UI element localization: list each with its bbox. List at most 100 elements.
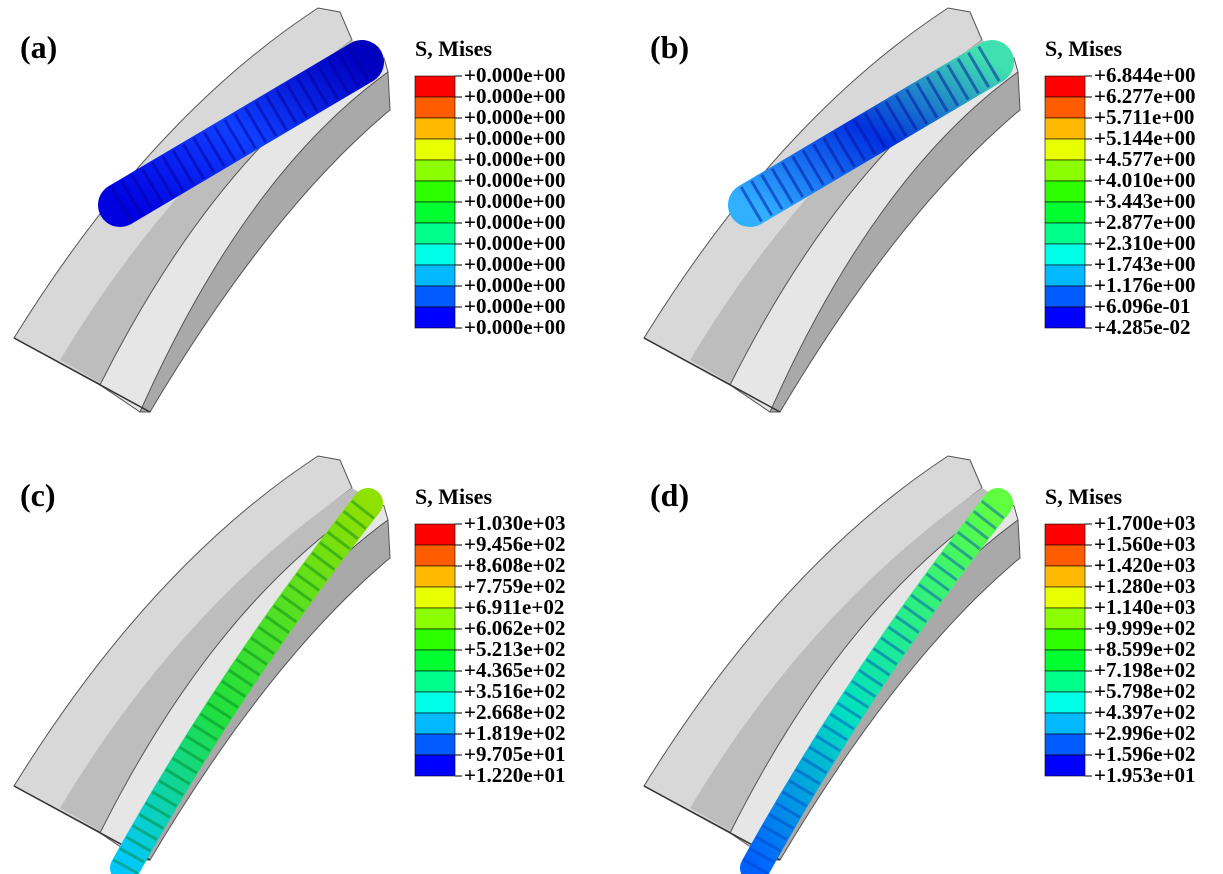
legend-title: S, Mises <box>1045 36 1122 61</box>
legend-swatch <box>1044 628 1086 651</box>
legend-value: +1.176e+00 <box>1094 273 1196 297</box>
legend-swatch <box>1044 222 1086 245</box>
legend-value: +0.000e+00 <box>464 105 566 129</box>
legend-value: +4.285e-02 <box>1094 315 1191 339</box>
rope <box>110 488 383 874</box>
legend-swatch <box>414 201 456 224</box>
legend-value: +5.144e+00 <box>1094 126 1196 150</box>
legend-value: +6.844e+00 <box>1094 63 1196 87</box>
legend-swatch <box>414 138 456 161</box>
legend-value: +7.198e+02 <box>1094 658 1196 682</box>
legend-swatch <box>1044 306 1086 329</box>
legend-swatch <box>1044 201 1086 224</box>
legend-value: +8.599e+02 <box>1094 637 1196 661</box>
legend-swatch <box>1044 754 1086 777</box>
panel: (c) S, Mises+1.030e+03+9.456e+02+8.608e+0… <box>13 455 566 874</box>
legend-swatch <box>1044 607 1086 630</box>
rope <box>98 40 384 227</box>
legend-value: +5.798e+02 <box>1094 679 1196 703</box>
legend-value: +1.560e+03 <box>1094 532 1196 556</box>
legend-swatch <box>1044 565 1086 588</box>
legend-value: +4.397e+02 <box>1094 700 1196 724</box>
panel: (b) S, Mises+6.844e+00+6.277e+00+5.711e+0… <box>643 7 1196 413</box>
legend-value: +2.668e+02 <box>464 700 566 724</box>
legend-swatch <box>1044 159 1086 182</box>
legend-value: +6.277e+00 <box>1094 84 1196 108</box>
legend-swatch <box>414 733 456 756</box>
legend-swatch <box>1044 180 1086 203</box>
legend-value: +1.953e+01 <box>1094 763 1196 787</box>
legend-title: S, Mises <box>415 484 492 509</box>
legend-swatch <box>1044 117 1086 140</box>
legend-value: +0.000e+00 <box>464 147 566 171</box>
legend-swatch <box>1044 649 1086 672</box>
panel: (a) S, Mises+0.000e+00+0.000e+00+0.000e+0… <box>13 7 566 413</box>
legend-value: +0.000e+00 <box>464 273 566 297</box>
legend-value: +9.999e+02 <box>1094 616 1196 640</box>
legend-value: +1.743e+00 <box>1094 252 1196 276</box>
legend-swatch <box>1044 523 1086 546</box>
legend-value: +2.877e+00 <box>1094 210 1196 234</box>
rope-strands <box>742 494 1009 874</box>
panel-label: (d) <box>650 477 689 513</box>
sheave-edge <box>643 337 781 413</box>
legend-swatch <box>1044 712 1086 735</box>
legend-swatch <box>1044 264 1086 287</box>
legend-swatch <box>414 670 456 693</box>
legend-value: +2.996e+02 <box>1094 721 1196 745</box>
legend-value: +5.213e+02 <box>464 637 566 661</box>
legend-value: +0.000e+00 <box>464 252 566 276</box>
rope <box>728 40 1014 227</box>
legend-value: +1.030e+03 <box>464 511 566 535</box>
legend-swatch <box>414 544 456 567</box>
legend-swatch <box>414 649 456 672</box>
legend-value: +4.365e+02 <box>464 658 566 682</box>
legend-value: +0.000e+00 <box>464 63 566 87</box>
legend-value: +6.911e+02 <box>464 595 564 619</box>
legend-value: +7.759e+02 <box>464 574 566 598</box>
legend-value: +4.010e+00 <box>1094 168 1196 192</box>
legend-value: +0.000e+00 <box>464 294 566 318</box>
legend-swatch <box>1044 733 1086 756</box>
legend-value: +0.000e+00 <box>464 84 566 108</box>
legend-value: +6.062e+02 <box>464 616 566 640</box>
legend-value: +6.096e-01 <box>1094 294 1191 318</box>
legend-value: +1.280e+03 <box>1094 574 1196 598</box>
legend-value: +5.711e+00 <box>1094 105 1194 129</box>
sheave-face <box>769 71 1021 413</box>
legend-swatch <box>414 754 456 777</box>
legend-value: +0.000e+00 <box>464 168 566 192</box>
legend-swatch <box>414 712 456 735</box>
legend-value: +1.420e+03 <box>1094 553 1196 577</box>
panel-label: (b) <box>650 29 689 65</box>
legend-swatch <box>1044 586 1086 609</box>
legend-value: +1.220e+01 <box>464 763 566 787</box>
legend-swatch <box>414 628 456 651</box>
rope <box>740 488 1013 874</box>
legend-value: +1.819e+02 <box>464 721 566 745</box>
legend-title: S, Mises <box>415 36 492 61</box>
legend-swatch <box>414 222 456 245</box>
legend-value: +9.705e+01 <box>464 742 566 766</box>
panel: (d) S, Mises+1.700e+03+1.560e+03+1.420e+0… <box>643 455 1196 874</box>
legend-swatch <box>414 523 456 546</box>
legend-swatch <box>414 75 456 98</box>
legend-value: +0.000e+00 <box>464 189 566 213</box>
legend-value: +1.140e+03 <box>1094 595 1196 619</box>
legend-swatch <box>1044 691 1086 714</box>
legend-value: +0.000e+00 <box>464 315 566 339</box>
legend-swatch <box>1044 285 1086 308</box>
rope-strands <box>112 494 379 874</box>
legend-value: +1.596e+02 <box>1094 742 1196 766</box>
legend-value: +3.516e+02 <box>464 679 566 703</box>
legend-value: +3.443e+00 <box>1094 189 1196 213</box>
legend-value: +0.000e+00 <box>464 210 566 234</box>
legend-swatch <box>414 306 456 329</box>
legend-swatch <box>1044 243 1086 266</box>
legend-value: +1.700e+03 <box>1094 511 1196 535</box>
panel-label: (c) <box>20 477 56 513</box>
legend-swatch <box>414 285 456 308</box>
legend-value: +2.310e+00 <box>1094 231 1196 255</box>
legend-swatch <box>414 565 456 588</box>
